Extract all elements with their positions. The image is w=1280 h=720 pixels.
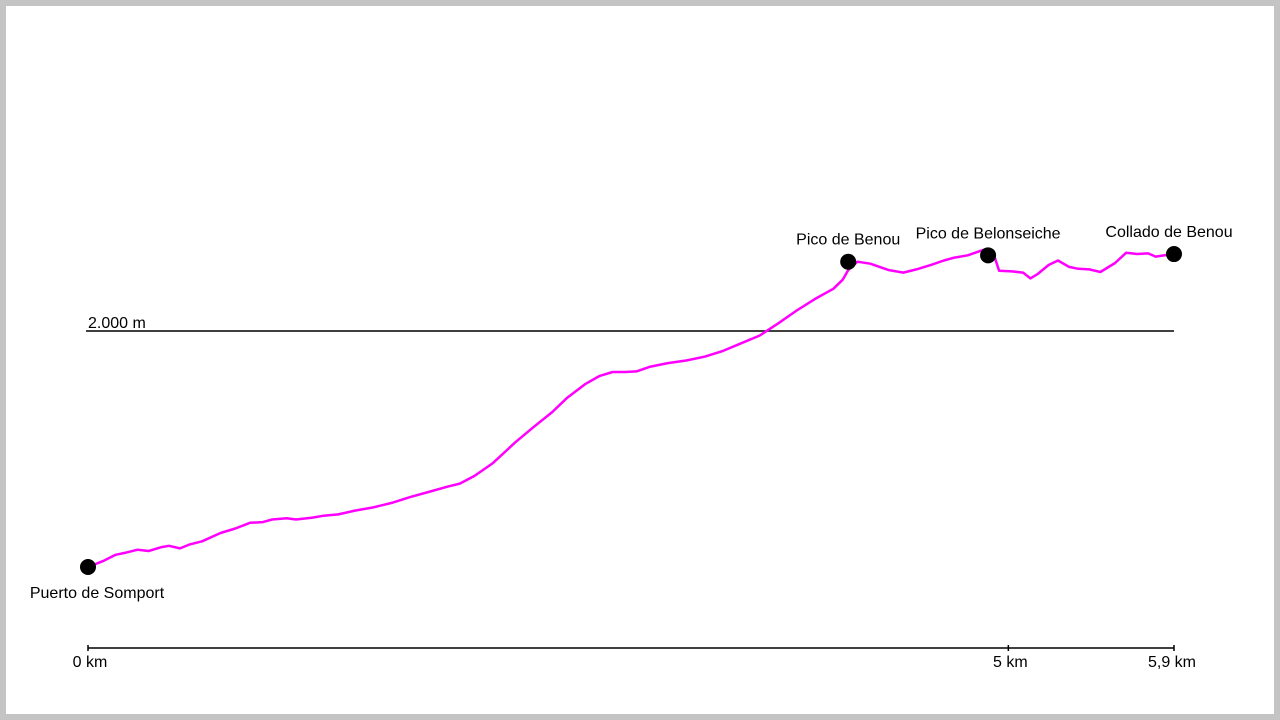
waypoint-marker: [980, 247, 997, 264]
reference-lines: 2.000 m: [86, 315, 1174, 332]
waypoint-marker: [80, 559, 96, 575]
waypoint-label: Pico de Benou: [796, 232, 900, 249]
waypoint-marker: [1166, 246, 1182, 263]
x-tick-label: 5 km: [993, 654, 1028, 671]
x-tick-label: 5,9 km: [1148, 654, 1196, 671]
x-axis: 0 km 5 km 5,9 km: [73, 645, 1196, 671]
series-group: [86, 247, 1176, 569]
elevation-series-line: [86, 247, 1176, 569]
waypoint-marker: [840, 253, 857, 270]
reference-line-label: 2.000 m: [88, 315, 146, 332]
chart-frame: [6, 6, 1274, 714]
waypoint-label: Pico de Belonseiche: [916, 225, 1061, 242]
x-tick-label: 0 km: [73, 654, 108, 671]
waypoint-label: Puerto de Somport: [30, 585, 165, 602]
markers-group: Puerto de Somport Pico de Benou Pico de Be…: [30, 224, 1233, 602]
waypoint-label: Collado de Benou: [1105, 224, 1232, 241]
